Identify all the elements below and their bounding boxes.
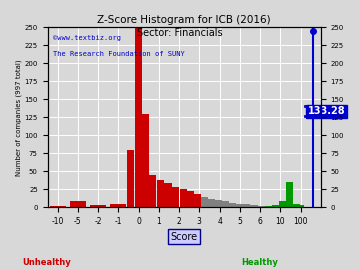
Bar	[279, 201, 286, 207]
Text: Sector: Financials: Sector: Financials	[137, 28, 223, 38]
Text: Healthy: Healthy	[241, 258, 278, 266]
Y-axis label: Number of companies (997 total): Number of companies (997 total)	[15, 59, 22, 176]
Bar	[165, 183, 171, 207]
Bar	[194, 194, 201, 207]
Text: Unhealthy: Unhealthy	[22, 258, 71, 266]
Bar	[293, 204, 300, 207]
Bar	[142, 114, 149, 207]
Text: The Research Foundation of SUNY: The Research Foundation of SUNY	[53, 51, 185, 57]
Bar	[90, 205, 106, 207]
Bar	[297, 205, 304, 207]
Bar	[201, 197, 208, 207]
Bar	[265, 206, 272, 207]
Bar	[229, 203, 236, 207]
Bar	[180, 189, 187, 207]
Bar	[110, 204, 126, 207]
Bar	[243, 204, 251, 207]
Bar	[236, 204, 243, 207]
Bar	[135, 27, 142, 207]
Bar	[157, 180, 165, 207]
Bar	[70, 201, 86, 207]
Text: ©www.textbiz.org: ©www.textbiz.org	[53, 35, 121, 41]
Bar	[222, 201, 229, 207]
X-axis label: Score: Score	[171, 231, 198, 241]
Bar	[171, 187, 179, 207]
Bar	[286, 182, 293, 207]
Text: 133.28: 133.28	[308, 106, 345, 116]
Title: Z-Score Histogram for ICB (2016): Z-Score Histogram for ICB (2016)	[97, 15, 271, 25]
Bar	[251, 205, 257, 207]
Bar	[272, 205, 279, 207]
Bar	[257, 206, 265, 207]
Bar	[208, 198, 215, 207]
Bar	[187, 191, 194, 207]
Bar	[127, 150, 134, 207]
Bar	[149, 175, 156, 207]
Bar	[215, 200, 222, 207]
Bar	[50, 206, 66, 207]
